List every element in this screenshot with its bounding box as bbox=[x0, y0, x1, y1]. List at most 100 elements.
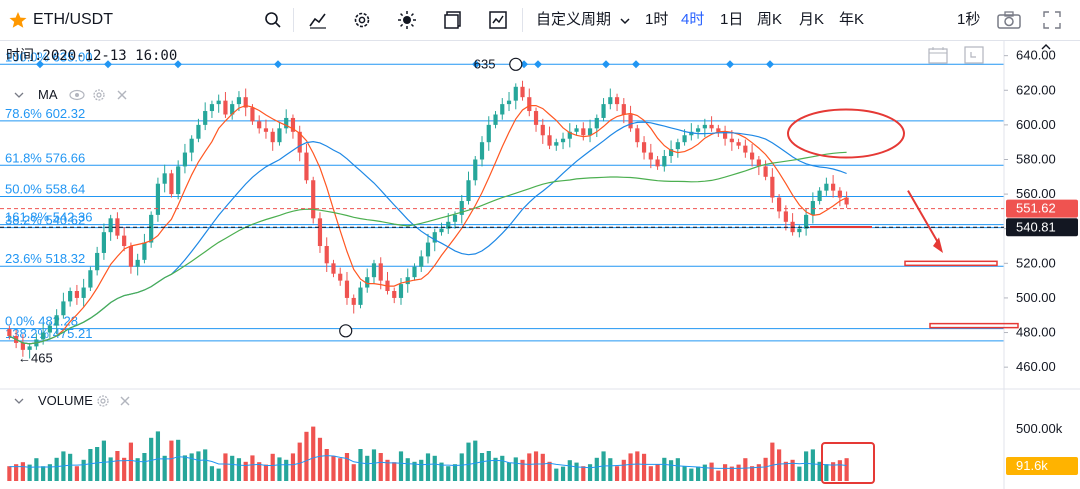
candle-body bbox=[74, 291, 79, 298]
interval-1d[interactable]: 1日 bbox=[720, 11, 744, 28]
candle-body bbox=[351, 297, 356, 305]
chart-type-icon[interactable] bbox=[488, 10, 508, 30]
price-tick-label: 600.00 bbox=[1016, 117, 1056, 132]
volume-bar bbox=[452, 464, 458, 481]
interval-1h[interactable]: 1时 bbox=[645, 11, 669, 28]
volume-bar bbox=[149, 437, 154, 481]
candle-body bbox=[756, 159, 761, 167]
candle-body bbox=[560, 138, 566, 143]
volume-bar bbox=[547, 461, 552, 481]
candle-body bbox=[554, 142, 559, 146]
candle-body bbox=[419, 256, 424, 267]
candle-body bbox=[493, 114, 498, 125]
volume-bar bbox=[770, 442, 775, 481]
eye-icon[interactable] bbox=[69, 88, 85, 102]
ma-mid-line bbox=[9, 121, 847, 345]
candle-body bbox=[831, 183, 836, 191]
candle-body bbox=[783, 211, 788, 222]
volume-bar bbox=[378, 453, 383, 481]
camera-icon[interactable] bbox=[996, 10, 1022, 30]
gear-icon[interactable] bbox=[92, 88, 106, 102]
candle-body bbox=[155, 183, 161, 215]
volume-bar bbox=[351, 464, 356, 481]
volume-legend-label: VOLUME bbox=[38, 393, 93, 408]
volume-bar bbox=[797, 466, 802, 481]
current-price-badge bbox=[1006, 218, 1078, 237]
candle-body bbox=[608, 97, 613, 105]
volume-bar bbox=[432, 455, 437, 481]
price-tick-label: 500.00 bbox=[1016, 290, 1056, 305]
candle-body bbox=[128, 246, 134, 267]
calendar-icon[interactable] bbox=[928, 46, 948, 64]
interval-4h[interactable]: 4时 bbox=[681, 11, 705, 28]
volume-bar bbox=[189, 453, 194, 481]
candle-body bbox=[405, 277, 410, 285]
volume-bar bbox=[614, 466, 620, 481]
collapse-icon[interactable] bbox=[14, 90, 24, 100]
candle-body bbox=[729, 138, 734, 143]
candle-body bbox=[270, 131, 275, 143]
layout-icon[interactable] bbox=[443, 10, 463, 30]
volume-bar bbox=[729, 466, 734, 481]
candle-body bbox=[378, 263, 383, 281]
volume-bar bbox=[459, 453, 464, 481]
refresh-rate[interactable]: 1秒 bbox=[957, 11, 981, 28]
ma-legend-label: MA bbox=[38, 87, 58, 102]
volume-bar bbox=[709, 462, 714, 481]
star-icon[interactable] bbox=[8, 10, 28, 30]
gear-icon[interactable] bbox=[96, 394, 110, 408]
symbol-label[interactable]: ETH/USDT bbox=[33, 11, 113, 28]
close-icon[interactable] bbox=[119, 395, 131, 407]
toolbar-divider bbox=[522, 8, 523, 32]
fib-level-label: 161.8% 542.36 bbox=[5, 210, 92, 225]
close-icon[interactable] bbox=[116, 89, 128, 101]
candle-body bbox=[439, 228, 444, 233]
volume-bar bbox=[358, 449, 363, 481]
interval-month[interactable]: 月K bbox=[799, 11, 825, 28]
candle-body bbox=[203, 111, 208, 125]
interval-week[interactable]: 周K bbox=[757, 11, 783, 28]
volume-bar bbox=[405, 458, 410, 481]
candle-body bbox=[513, 86, 518, 101]
volume-bar bbox=[230, 455, 235, 481]
collapse-icon[interactable] bbox=[14, 396, 24, 406]
target-box-1 bbox=[904, 260, 998, 267]
price-tick-label: 580.00 bbox=[1016, 151, 1056, 166]
target-box-2 bbox=[929, 322, 1019, 329]
indicator-icon[interactable] bbox=[308, 10, 328, 30]
fib-anchor-diamond bbox=[36, 60, 44, 69]
current-price-label: 551.62 bbox=[1016, 201, 1056, 216]
search-icon[interactable] bbox=[263, 10, 283, 30]
volume-bar bbox=[608, 458, 613, 481]
interval-year[interactable]: 年K bbox=[839, 11, 865, 28]
theme-icon[interactable] bbox=[397, 10, 417, 30]
candle-body bbox=[115, 218, 120, 236]
settings-icon[interactable] bbox=[352, 10, 372, 30]
volume-bar bbox=[20, 462, 25, 481]
custom-period-dropdown[interactable]: 自定义周期 bbox=[536, 11, 612, 28]
candle-body bbox=[702, 124, 707, 129]
price-chart[interactable]: 100.0% 635.00 78.6% 602.32 61.8% 576.66 50.… bbox=[0, 41, 1080, 489]
candle-body bbox=[722, 131, 728, 139]
candle-body bbox=[290, 117, 296, 132]
volume-bar bbox=[655, 464, 660, 481]
candle-body bbox=[425, 242, 431, 257]
fullscreen-icon[interactable] bbox=[1042, 10, 1062, 30]
volume-bar bbox=[594, 457, 599, 481]
volume-bar bbox=[439, 462, 444, 481]
candle-body bbox=[662, 156, 667, 167]
fib-level-label: 50.0% 558.64 bbox=[5, 181, 85, 196]
candle-body bbox=[216, 100, 221, 105]
volume-bar bbox=[419, 459, 424, 481]
chevron-down-icon[interactable] bbox=[619, 15, 631, 27]
low-marker-label: ←465 bbox=[18, 351, 53, 366]
fib-anchor-diamond bbox=[726, 60, 734, 69]
candle-body bbox=[837, 190, 842, 198]
chevron-up-icon[interactable] bbox=[1040, 42, 1052, 52]
expand-icon[interactable] bbox=[964, 46, 984, 64]
volume-bar bbox=[695, 466, 701, 481]
volume-bar bbox=[520, 459, 525, 481]
fib-level-label: 0.0% 482.28 bbox=[5, 314, 78, 329]
high-marker bbox=[509, 57, 523, 71]
volume-bar bbox=[101, 440, 106, 481]
